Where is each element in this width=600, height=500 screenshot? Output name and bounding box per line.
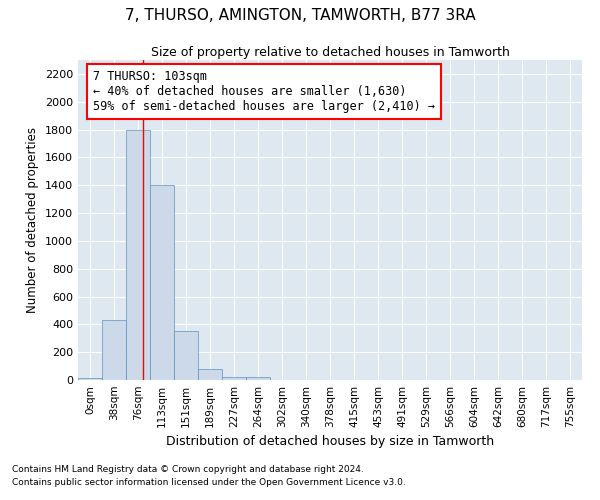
Text: 7 THURSO: 103sqm
← 40% of detached houses are smaller (1,630)
59% of semi-detach: 7 THURSO: 103sqm ← 40% of detached house… bbox=[93, 70, 435, 112]
Bar bbox=[174, 332, 198, 380]
Bar bbox=[78, 378, 102, 380]
X-axis label: Distribution of detached houses by size in Tamworth: Distribution of detached houses by size … bbox=[166, 436, 494, 448]
Bar bbox=[222, 376, 246, 380]
Bar bbox=[102, 320, 126, 380]
Bar bbox=[150, 185, 174, 380]
Bar bbox=[246, 377, 270, 380]
Y-axis label: Number of detached properties: Number of detached properties bbox=[26, 127, 40, 313]
Bar bbox=[198, 369, 222, 380]
Text: Contains public sector information licensed under the Open Government Licence v3: Contains public sector information licen… bbox=[12, 478, 406, 487]
Title: Size of property relative to detached houses in Tamworth: Size of property relative to detached ho… bbox=[151, 46, 509, 59]
Text: 7, THURSO, AMINGTON, TAMWORTH, B77 3RA: 7, THURSO, AMINGTON, TAMWORTH, B77 3RA bbox=[125, 8, 475, 22]
Bar bbox=[126, 130, 150, 380]
Text: Contains HM Land Registry data © Crown copyright and database right 2024.: Contains HM Land Registry data © Crown c… bbox=[12, 466, 364, 474]
